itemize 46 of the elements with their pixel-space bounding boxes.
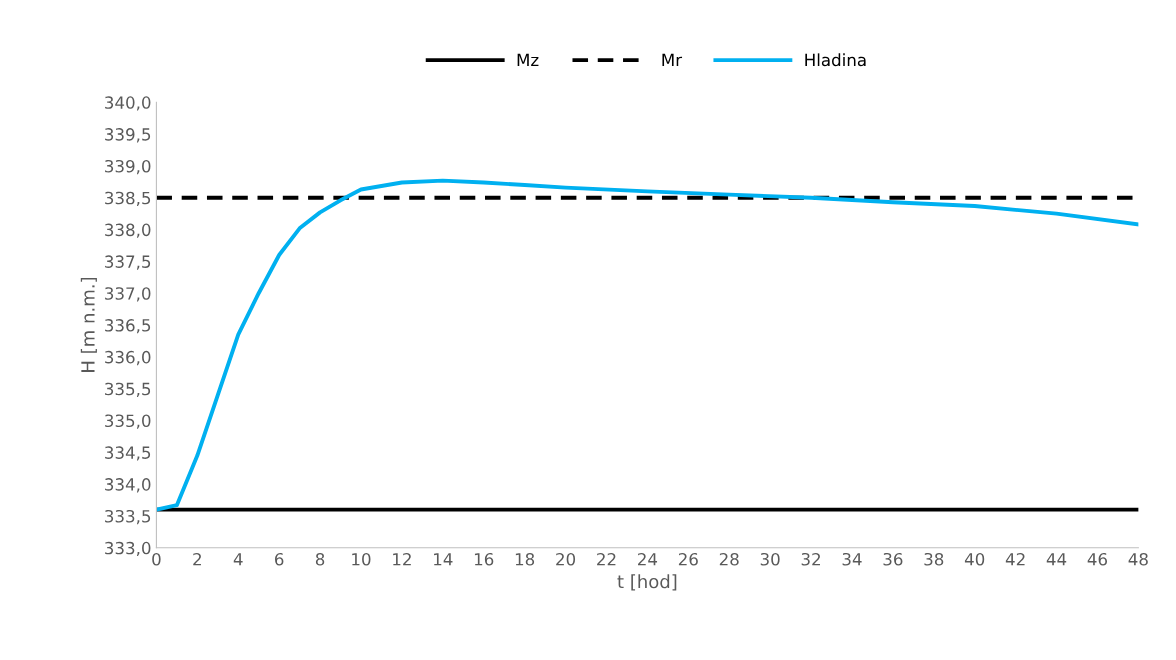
- x-tick-label: 10: [352, 552, 371, 566]
- x-tick-label: 34: [842, 552, 862, 566]
- x-tick-label: 12: [393, 552, 411, 566]
- x-tick-label: 14: [434, 553, 453, 566]
- legend-label: Hladina: [805, 53, 866, 67]
- x-tick-label: 30: [760, 552, 780, 566]
- y-tick-label: 335,5: [105, 382, 151, 397]
- x-tick-label: 0: [152, 552, 161, 566]
- line-series: [156, 178, 1139, 512]
- x-tick-label: 28: [719, 552, 739, 566]
- x-tick-label: 32: [801, 552, 820, 566]
- y-tick-label: 335,0: [105, 414, 151, 429]
- x-tick-label: 38: [924, 552, 944, 566]
- y-tick-label: 334,0: [105, 478, 151, 493]
- y-tick-label: 340,0: [105, 96, 151, 111]
- x-tick-label: 20: [556, 552, 576, 566]
- y-tick-label: 333,5: [105, 509, 151, 525]
- x-tick-label: 22: [597, 552, 616, 566]
- y-tick-label: 339,0: [105, 159, 151, 175]
- x-tick-label: 4: [233, 553, 243, 566]
- x-tick-label: 36: [883, 552, 903, 566]
- legend-label: Mr: [662, 53, 683, 67]
- x-tick-label: 46: [1087, 552, 1108, 566]
- x-tick-label: 2: [193, 552, 201, 566]
- y-tick-label: 339,5: [105, 128, 151, 143]
- y-tick-label: 337,5: [105, 255, 151, 270]
- x-tick-label: 40: [964, 552, 985, 566]
- x-tick-label: 42: [1005, 552, 1025, 566]
- x-tick-label: 24: [638, 552, 658, 566]
- y-tick-label: 333,0: [105, 541, 151, 557]
- x-tick-label: 8: [315, 552, 325, 566]
- y-tick-label: 338,5: [105, 191, 151, 207]
- x-tick-label: 26: [678, 552, 698, 566]
- y-tick-label: 334,5: [105, 446, 151, 461]
- y-tick-label: 338,0: [105, 223, 151, 238]
- x-tick-label: 6: [275, 552, 284, 566]
- x-tick-label: 44: [1046, 553, 1067, 566]
- x-tick-label: 16: [474, 552, 494, 566]
- y-tick-label: 336,0: [105, 350, 151, 366]
- legend-label: Mz: [517, 53, 539, 67]
- y-axis-title: H [m n.m.]: [80, 277, 97, 372]
- x-tick-label: 18: [515, 552, 535, 566]
- y-tick-label: 336,5: [105, 319, 151, 334]
- x-axis-title: t [hod]: [617, 574, 677, 591]
- y-tick-label: 337,0: [105, 287, 151, 302]
- x-tick-label: 48: [1128, 552, 1148, 566]
